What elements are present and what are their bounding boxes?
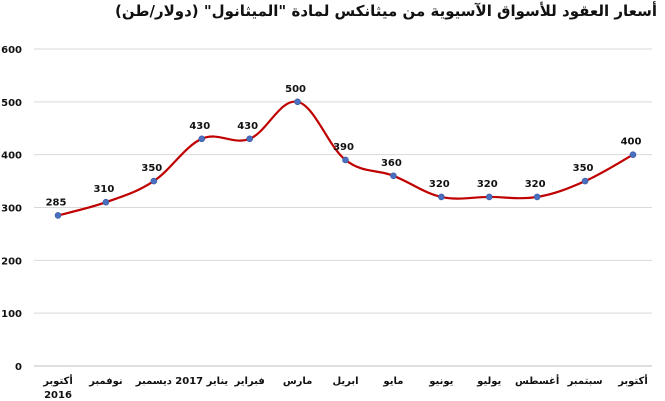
data-label: 320 [477, 179, 498, 190]
data-point [438, 193, 445, 201]
data-label: 350 [141, 163, 162, 174]
x-tick-label: فبراير [234, 376, 265, 387]
x-tick-label: ديسمبر [135, 376, 172, 387]
data-label: 390 [333, 142, 354, 153]
y-tick-label: 200 [1, 256, 22, 267]
data-label: 320 [429, 179, 450, 190]
data-point [485, 193, 493, 201]
x-tick-label: أكتوبر [617, 374, 648, 387]
x-tick-label: يونيو [428, 376, 453, 387]
data-point [246, 135, 253, 143]
data-point [294, 98, 301, 106]
y-tick-label: 600 [1, 45, 22, 56]
x-tick-label: سبتمبر [567, 376, 603, 387]
y-tick-label: 0 [15, 362, 22, 373]
data-point [102, 198, 110, 206]
x-tick-label: 2016 [44, 390, 72, 401]
data-point [54, 212, 62, 219]
data-label: 310 [93, 184, 114, 195]
y-tick-label: 400 [1, 151, 22, 162]
data-label: 430 [189, 121, 210, 132]
data-point [198, 135, 206, 143]
data-point [150, 177, 158, 185]
x-tick-label: مارس [283, 376, 313, 387]
data-label: 430 [237, 121, 258, 132]
x-tick-label: ابريل [332, 376, 358, 387]
x-tick-label: مايو [382, 376, 403, 387]
data-label: 285 [46, 197, 67, 208]
chart-title: أسعار العقود للأسواق الآسيوية من ميثانكس… [114, 2, 657, 20]
data-point [390, 172, 397, 180]
data-label: 400 [621, 137, 642, 148]
data-label: 350 [573, 163, 594, 174]
y-tick-label: 100 [1, 309, 22, 320]
y-tick-label: 500 [1, 98, 22, 109]
y-tick-label: 300 [1, 204, 22, 215]
data-point [342, 156, 349, 164]
x-tick-label: يوليو [476, 376, 501, 387]
data-point [533, 193, 541, 201]
data-point [629, 151, 637, 158]
x-tick-label: أكتوبر [42, 374, 73, 387]
x-tick-label: أغسطس [515, 374, 559, 387]
data-label: 320 [525, 179, 546, 190]
data-label: 360 [381, 158, 402, 169]
x-tick-label: يناير 2017 [175, 376, 228, 387]
data-label: 500 [285, 84, 306, 95]
data-point [581, 177, 589, 185]
x-tick-label: نوفمبر [88, 376, 123, 387]
